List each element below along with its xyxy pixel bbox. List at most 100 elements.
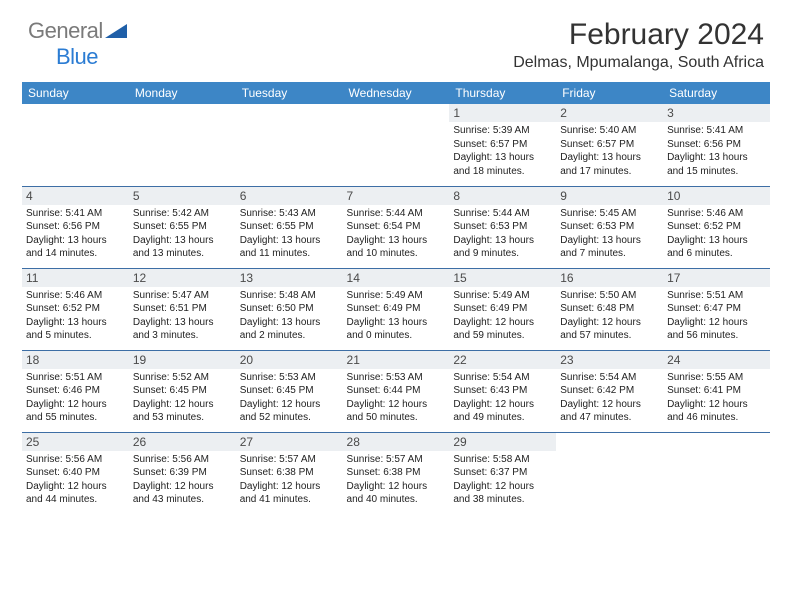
location-text: Delmas, Mpumalanga, South Africa (513, 54, 764, 72)
sunset-text: Sunset: 6:54 PM (347, 220, 446, 234)
column-header: Sunday (22, 82, 129, 104)
sunset-text: Sunset: 6:45 PM (133, 384, 232, 398)
sunset-text: Sunset: 6:52 PM (667, 220, 766, 234)
daylight-text: Daylight: 13 hours (667, 151, 766, 165)
calendar-day-cell: 18Sunrise: 5:51 AMSunset: 6:46 PMDayligh… (22, 350, 129, 432)
sunset-text: Sunset: 6:38 PM (347, 466, 446, 480)
calendar-day-cell (129, 104, 236, 186)
sunrise-text: Sunrise: 5:44 AM (453, 207, 552, 221)
daylight-text: and 40 minutes. (347, 493, 446, 507)
sunrise-text: Sunrise: 5:52 AM (133, 371, 232, 385)
day-number: 1 (449, 104, 556, 122)
daylight-text: Daylight: 12 hours (560, 398, 659, 412)
calendar-header-row: SundayMondayTuesdayWednesdayThursdayFrid… (22, 82, 770, 104)
sunset-text: Sunset: 6:55 PM (240, 220, 339, 234)
day-number: 18 (22, 351, 129, 369)
daylight-text: and 5 minutes. (26, 329, 125, 343)
calendar-day-cell: 23Sunrise: 5:54 AMSunset: 6:42 PMDayligh… (556, 350, 663, 432)
daylight-text: and 13 minutes. (133, 247, 232, 261)
sunset-text: Sunset: 6:40 PM (26, 466, 125, 480)
day-number: 26 (129, 433, 236, 451)
daylight-text: and 57 minutes. (560, 329, 659, 343)
sunrise-text: Sunrise: 5:57 AM (240, 453, 339, 467)
day-number: 4 (22, 187, 129, 205)
sunset-text: Sunset: 6:42 PM (560, 384, 659, 398)
day-number: 7 (343, 187, 450, 205)
day-number: 15 (449, 269, 556, 287)
daylight-text: Daylight: 13 hours (667, 234, 766, 248)
sunrise-text: Sunrise: 5:39 AM (453, 124, 552, 138)
header: General Blue February 2024 Delmas, Mpuma… (0, 0, 792, 76)
daylight-text: Daylight: 12 hours (347, 480, 446, 494)
day-number: 19 (129, 351, 236, 369)
column-header: Saturday (663, 82, 770, 104)
daylight-text: and 52 minutes. (240, 411, 339, 425)
daylight-text: and 38 minutes. (453, 493, 552, 507)
daylight-text: and 43 minutes. (133, 493, 232, 507)
calendar-day-cell (663, 432, 770, 514)
sunrise-text: Sunrise: 5:56 AM (26, 453, 125, 467)
daylight-text: Daylight: 12 hours (26, 398, 125, 412)
daylight-text: Daylight: 13 hours (347, 316, 446, 330)
logo-text-general: General (28, 18, 103, 43)
daylight-text: and 17 minutes. (560, 165, 659, 179)
calendar-day-cell: 10 Sunrise: 5:46 AMSunset: 6:52 PMDayligh… (663, 186, 770, 268)
calendar-day-cell: 9Sunrise: 5:45 AMSunset: 6:53 PMDaylight… (556, 186, 663, 268)
sunrise-text: Sunrise: 5:43 AM (240, 207, 339, 221)
calendar-day-cell: 6Sunrise: 5:43 AMSunset: 6:55 PMDaylight… (236, 186, 343, 268)
sunrise-text: Sunrise: 5:49 AM (347, 289, 446, 303)
sunrise-text: Sunrise: 5:54 AM (453, 371, 552, 385)
daylight-text: and 6 minutes. (667, 247, 766, 261)
sunrise-text: Sunrise: 5:46 AM (667, 207, 766, 221)
daylight-text: Daylight: 12 hours (667, 316, 766, 330)
daylight-text: and 56 minutes. (667, 329, 766, 343)
logo: General Blue (28, 18, 127, 70)
sunrise-text: Sunrise: 5:48 AM (240, 289, 339, 303)
calendar-day-cell: 14Sunrise: 5:49 AMSunset: 6:49 PMDayligh… (343, 268, 450, 350)
calendar-day-cell: 25Sunrise: 5:56 AMSunset: 6:40 PMDayligh… (22, 432, 129, 514)
daylight-text: and 47 minutes. (560, 411, 659, 425)
calendar-week-row: 4 Sunrise: 5:41 AMSunset: 6:56 PM Daylight… (22, 186, 770, 268)
sunset-text: Sunset: 6:39 PM (133, 466, 232, 480)
calendar-day-cell: 4Sunrise: 5:41 AMSunset: 6:56 PMDaylight… (22, 186, 129, 268)
daylight-text: Daylight: 12 hours (133, 480, 232, 494)
day-number: 2 (556, 104, 663, 122)
column-header: Monday (129, 82, 236, 104)
calendar-day-cell: 29Sunrise: 5:58 AMSunset: 6:37 PMDayligh… (449, 432, 556, 514)
sunrise-text: Sunrise: 5:49 AM (453, 289, 552, 303)
calendar-day-cell (22, 104, 129, 186)
day-number: 13 (236, 269, 343, 287)
sunrise-text: Sunrise: 5:57 AM (347, 453, 446, 467)
logo-triangle-icon (105, 24, 127, 43)
daylight-text: and 59 minutes. (453, 329, 552, 343)
day-number: 22 (449, 351, 556, 369)
daylight-text: Daylight: 12 hours (560, 316, 659, 330)
daylight-text: Daylight: 13 hours (560, 151, 659, 165)
calendar-day-cell: 12Sunrise: 5:47 AMSunset: 6:51 PMDayligh… (129, 268, 236, 350)
day-number: 12 (129, 269, 236, 287)
calendar-day-cell: 2Sunrise: 5:40 AMSunset: 6:57 PMDaylight… (556, 104, 663, 186)
sunset-text: Sunset: 6:51 PM (133, 302, 232, 316)
day-number: 14 (343, 269, 450, 287)
daylight-text: and 11 minutes. (240, 247, 339, 261)
daylight-text: and 49 minutes. (453, 411, 552, 425)
sunset-text: Sunset: 6:48 PM (560, 302, 659, 316)
calendar-day-cell: 24Sunrise: 5:55 AMSunset: 6:41 PMDayligh… (663, 350, 770, 432)
sunset-text: Sunset: 6:56 PM (667, 138, 766, 152)
daylight-text: Daylight: 13 hours (240, 316, 339, 330)
calendar-table: SundayMondayTuesdayWednesdayThursdayFrid… (22, 82, 770, 514)
daylight-text: Daylight: 12 hours (26, 480, 125, 494)
daylight-text: Daylight: 12 hours (667, 398, 766, 412)
sunset-text: Sunset: 6:44 PM (347, 384, 446, 398)
sunrise-text: Sunrise: 5:41 AM (26, 207, 125, 221)
sunset-text: Sunset: 6:37 PM (453, 466, 552, 480)
sunset-text: Sunset: 6:56 PM (26, 220, 125, 234)
calendar-day-cell: 13Sunrise: 5:48 AMSunset: 6:50 PMDayligh… (236, 268, 343, 350)
daylight-text: and 0 minutes. (347, 329, 446, 343)
sunrise-text: Sunrise: 5:50 AM (560, 289, 659, 303)
sunset-text: Sunset: 6:53 PM (453, 220, 552, 234)
day-number: 16 (556, 269, 663, 287)
calendar-week-row: 11Sunrise: 5:46 AMSunset: 6:52 PMDayligh… (22, 268, 770, 350)
day-number: 10 (663, 187, 770, 205)
day-number: 20 (236, 351, 343, 369)
